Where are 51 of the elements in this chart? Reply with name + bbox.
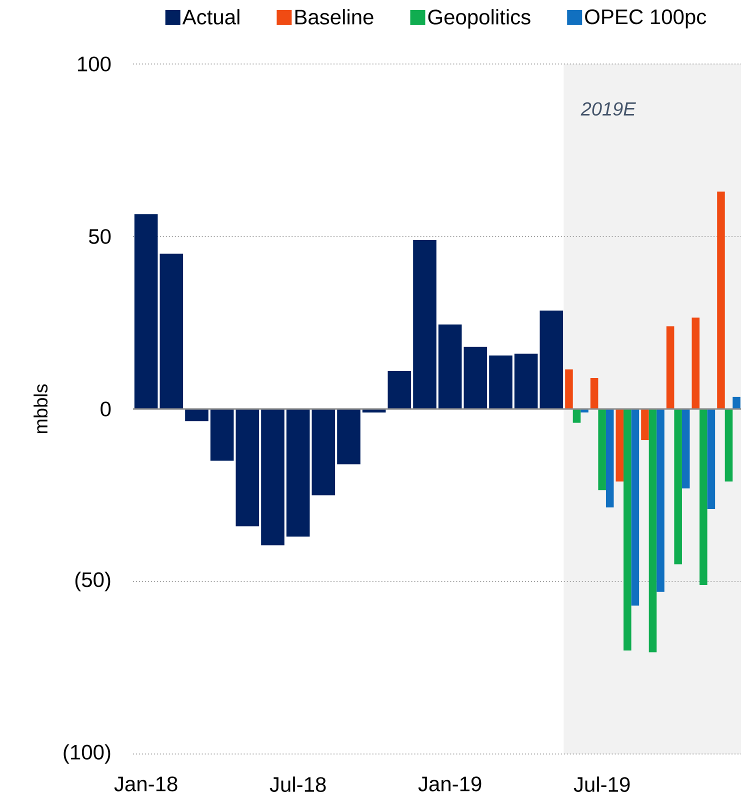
bar xyxy=(717,192,725,409)
bar xyxy=(286,408,310,537)
bar xyxy=(438,324,462,409)
bar xyxy=(707,408,716,510)
bar xyxy=(616,408,624,482)
bar xyxy=(666,326,674,409)
bar xyxy=(656,408,664,592)
bar xyxy=(160,254,184,409)
bar xyxy=(565,369,573,409)
bar xyxy=(210,408,234,461)
bar xyxy=(388,371,412,409)
bar xyxy=(185,408,208,422)
bar xyxy=(631,408,640,606)
bar xyxy=(674,408,682,564)
bar xyxy=(337,408,360,464)
bar xyxy=(464,346,488,409)
x-tick-label: Jul-19 xyxy=(574,776,630,792)
bar xyxy=(682,408,690,488)
bar xyxy=(134,214,158,409)
legend-label: Actual xyxy=(182,9,240,25)
y-tick-label: 50 xyxy=(88,229,111,244)
bar xyxy=(261,408,284,546)
bar xyxy=(641,408,649,440)
y-tick-label: 0 xyxy=(100,402,111,416)
band-label: 2019E xyxy=(580,102,636,116)
bar xyxy=(724,408,733,482)
x-tick-label: Jan-19 xyxy=(418,776,482,792)
x-tick-label: Jan-18 xyxy=(114,776,178,792)
y-tick-label: (50) xyxy=(75,572,110,592)
bar xyxy=(540,310,564,409)
legend-label: Geopolitics xyxy=(428,9,530,29)
bar xyxy=(413,240,436,409)
bar xyxy=(236,408,260,526)
y-axis-title: mbbls xyxy=(34,384,48,434)
bar xyxy=(590,378,598,409)
bar xyxy=(598,408,606,490)
bar xyxy=(606,408,614,508)
bar xyxy=(624,408,632,650)
bar xyxy=(732,396,740,409)
legend-label: Baseline xyxy=(295,9,374,25)
bar xyxy=(572,408,581,423)
bar xyxy=(648,408,657,652)
bar xyxy=(700,408,708,585)
bar xyxy=(489,356,512,409)
x-tick-label: Jul-18 xyxy=(270,776,326,792)
bar xyxy=(514,354,538,409)
y-tick-label: 100 xyxy=(78,56,111,72)
y-tick-label: (100) xyxy=(64,744,110,764)
bar xyxy=(692,318,700,409)
bar xyxy=(312,408,336,496)
legend-label: OPEC 100pc xyxy=(585,9,706,28)
